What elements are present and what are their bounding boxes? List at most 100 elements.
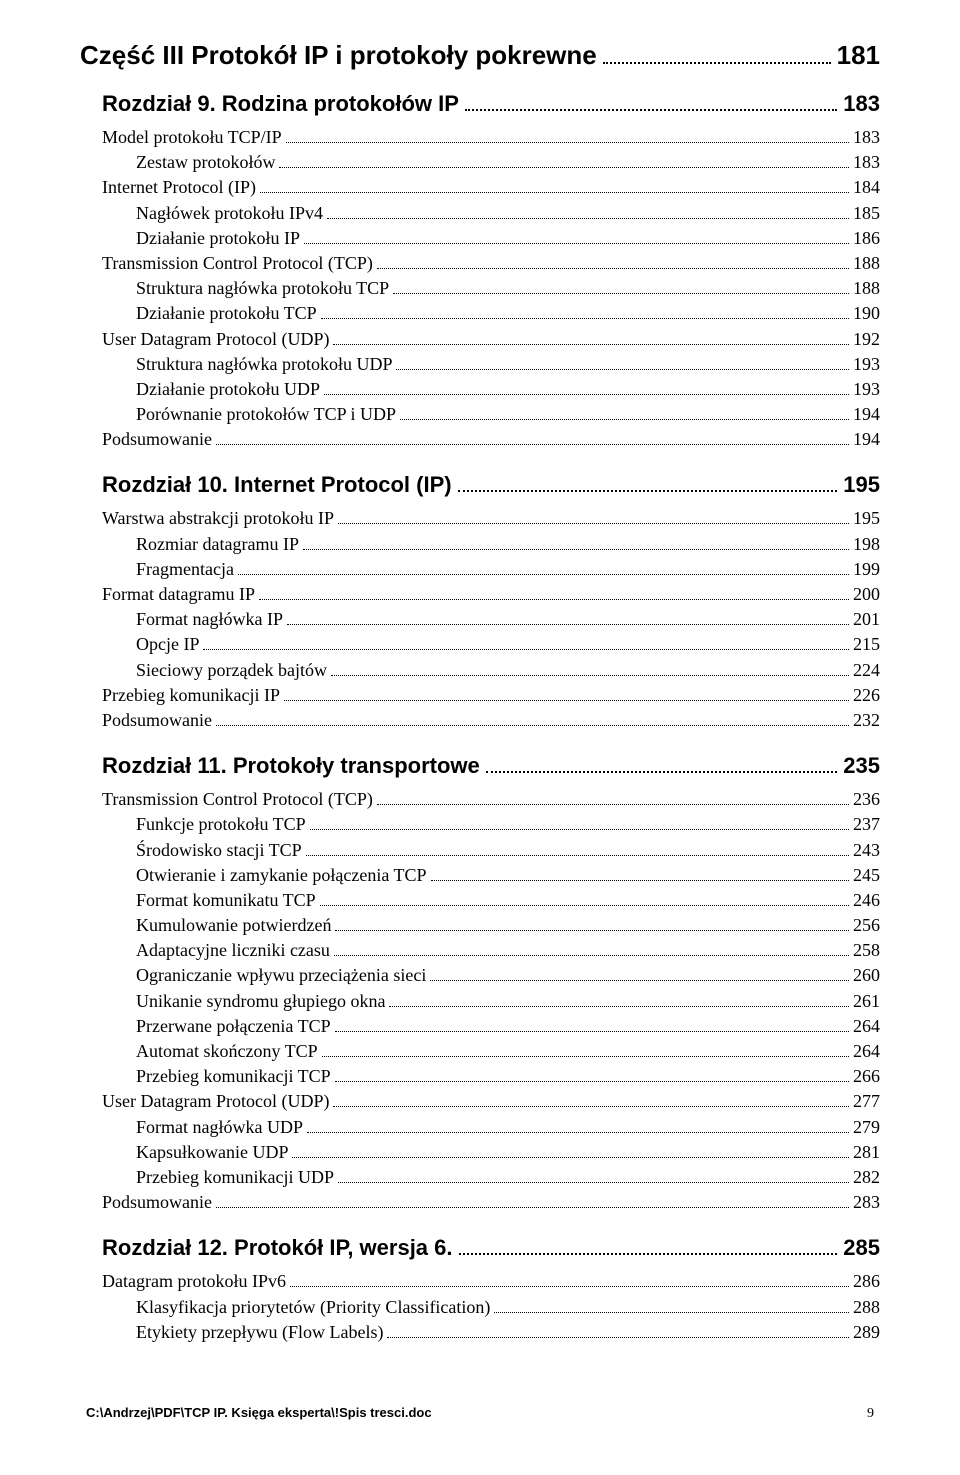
entry-page: 186 (853, 226, 880, 251)
toc-entry: Transmission Control Protocol (TCP) 188 (80, 251, 880, 276)
entry-label: Warstwa abstrakcji protokołu IP (102, 506, 334, 531)
leader (310, 819, 849, 831)
entry-page: 232 (853, 708, 880, 733)
chapter-row: Rozdział 10. Internet Protocol (IP)195 (80, 472, 880, 498)
toc-entry: Fragmentacja199 (80, 557, 880, 582)
leader (335, 1070, 849, 1082)
leader (430, 970, 849, 982)
toc-entry: Datagram protokołu IPv6 286 (80, 1269, 880, 1294)
leader (259, 588, 849, 600)
entry-page: 183 (853, 150, 880, 175)
toc-entry: Ograniczanie wpływu przeciążenia sieci26… (80, 963, 880, 988)
leader (216, 1196, 849, 1208)
toc-page: Część III Protokół IP i protokoły pokrew… (0, 0, 960, 1452)
entry-page: 237 (853, 812, 880, 837)
toc-entry: Klasyfikacja priorytetów (Priority Class… (80, 1295, 880, 1320)
toc-entry: Format datagramu IP 200 (80, 582, 880, 607)
toc-entry: Format nagłówka IP 201 (80, 607, 880, 632)
entry-page: 193 (853, 352, 880, 377)
toc-entry: Nagłówek protokołu IPv4185 (80, 201, 880, 226)
leader (338, 513, 849, 525)
leader (203, 639, 849, 651)
toc-entry: User Datagram Protocol (UDP)277 (80, 1089, 880, 1114)
entry-label: Transmission Control Protocol (TCP) (102, 787, 373, 812)
entry-page: 264 (853, 1039, 880, 1064)
leader (331, 664, 849, 676)
entry-label: Przerwane połączenia TCP (136, 1014, 331, 1039)
entry-page: 201 (853, 607, 880, 632)
toc-entry: Przerwane połączenia TCP264 (80, 1014, 880, 1039)
toc-entry: Zestaw protokołów 183 (80, 150, 880, 175)
toc-entry: User Datagram Protocol (UDP)192 (80, 327, 880, 352)
entry-page: 236 (853, 787, 880, 812)
entry-label: Etykiety przepływu (Flow Labels) (136, 1320, 383, 1345)
toc-entry: Transmission Control Protocol (TCP) 236 (80, 787, 880, 812)
entry-label: Format komunikatu TCP (136, 888, 316, 913)
toc-entry: Model protokołu TCP/IP183 (80, 125, 880, 150)
leader (287, 613, 849, 625)
toc-entry: Warstwa abstrakcji protokołu IP 195 (80, 506, 880, 531)
entry-label: Fragmentacja (136, 557, 234, 582)
entry-page: 226 (853, 683, 880, 708)
leader (292, 1146, 849, 1158)
leader (335, 1020, 849, 1032)
toc-entry: Działanie protokołu TCP190 (80, 301, 880, 326)
leader (322, 1045, 849, 1057)
entry-label: Format datagramu IP (102, 582, 255, 607)
entry-label: Środowisko stacji TCP (136, 838, 302, 863)
toc-entry: Przebieg komunikacji TCP266 (80, 1064, 880, 1089)
entry-page: 286 (853, 1269, 880, 1294)
entry-page: 198 (853, 532, 880, 557)
leader (393, 282, 849, 294)
toc-entry: Podsumowanie194 (80, 427, 880, 452)
entry-page: 200 (853, 582, 880, 607)
entry-label: Transmission Control Protocol (TCP) (102, 251, 373, 276)
entry-label: Struktura nagłówka protokołu TCP (136, 276, 389, 301)
entry-page: 266 (853, 1064, 880, 1089)
leader (303, 538, 849, 550)
toc-entry: Etykiety przepływu (Flow Labels)289 (80, 1320, 880, 1345)
entry-label: Format nagłówka IP (136, 607, 283, 632)
entry-page: 195 (853, 506, 880, 531)
entry-label: Zestaw protokołów (136, 150, 275, 175)
entry-label: User Datagram Protocol (UDP) (102, 1089, 329, 1114)
toc-entry: Format komunikatu TCP246 (80, 888, 880, 913)
entry-page: 279 (853, 1115, 880, 1140)
entry-label: Adaptacyjne liczniki czasu (136, 938, 330, 963)
leader (377, 793, 849, 805)
leader (377, 257, 849, 269)
toc-entry: Otwieranie i zamykanie połączenia TCP245 (80, 863, 880, 888)
entry-page: 194 (853, 402, 880, 427)
entry-label: Unikanie syndromu głupiego okna (136, 989, 385, 1014)
chapter-row: Rozdział 11. Protokoły transportowe235 (80, 753, 880, 779)
entry-page: 282 (853, 1165, 880, 1190)
leader (333, 333, 849, 345)
entry-page: 258 (853, 938, 880, 963)
leader (431, 869, 849, 881)
entry-page: 188 (853, 251, 880, 276)
entry-label: Automat skończony TCP (136, 1039, 318, 1064)
entry-page: 193 (853, 377, 880, 402)
part-title-row: Część III Protokół IP i protokoły pokrew… (80, 40, 880, 71)
toc-entry: Rozmiar datagramu IP198 (80, 532, 880, 557)
leader (335, 919, 849, 931)
entry-page: 288 (853, 1295, 880, 1320)
part-page: 181 (837, 40, 880, 71)
entry-label: Działanie protokołu UDP (136, 377, 320, 402)
toc-entry: Podsumowanie283 (80, 1190, 880, 1215)
entry-label: Przebieg komunikacji UDP (136, 1165, 334, 1190)
leader (260, 182, 849, 194)
leader (334, 944, 849, 956)
chapter-title: Rozdział 9. Rodzina protokołów IP (102, 91, 459, 117)
leader (327, 207, 849, 219)
entry-label: Datagram protokołu IPv6 (102, 1269, 286, 1294)
toc-body: Rozdział 9. Rodzina protokołów IP183Mode… (80, 91, 880, 1345)
leader (304, 232, 849, 244)
entry-label: Klasyfikacja priorytetów (Priority Class… (136, 1295, 490, 1320)
leader (306, 844, 849, 856)
leader (465, 97, 837, 111)
leader (389, 995, 849, 1007)
leader (338, 1171, 849, 1183)
chapter-row: Rozdział 9. Rodzina protokołów IP183 (80, 91, 880, 117)
entry-label: Sieciowy porządek bajtów (136, 658, 327, 683)
